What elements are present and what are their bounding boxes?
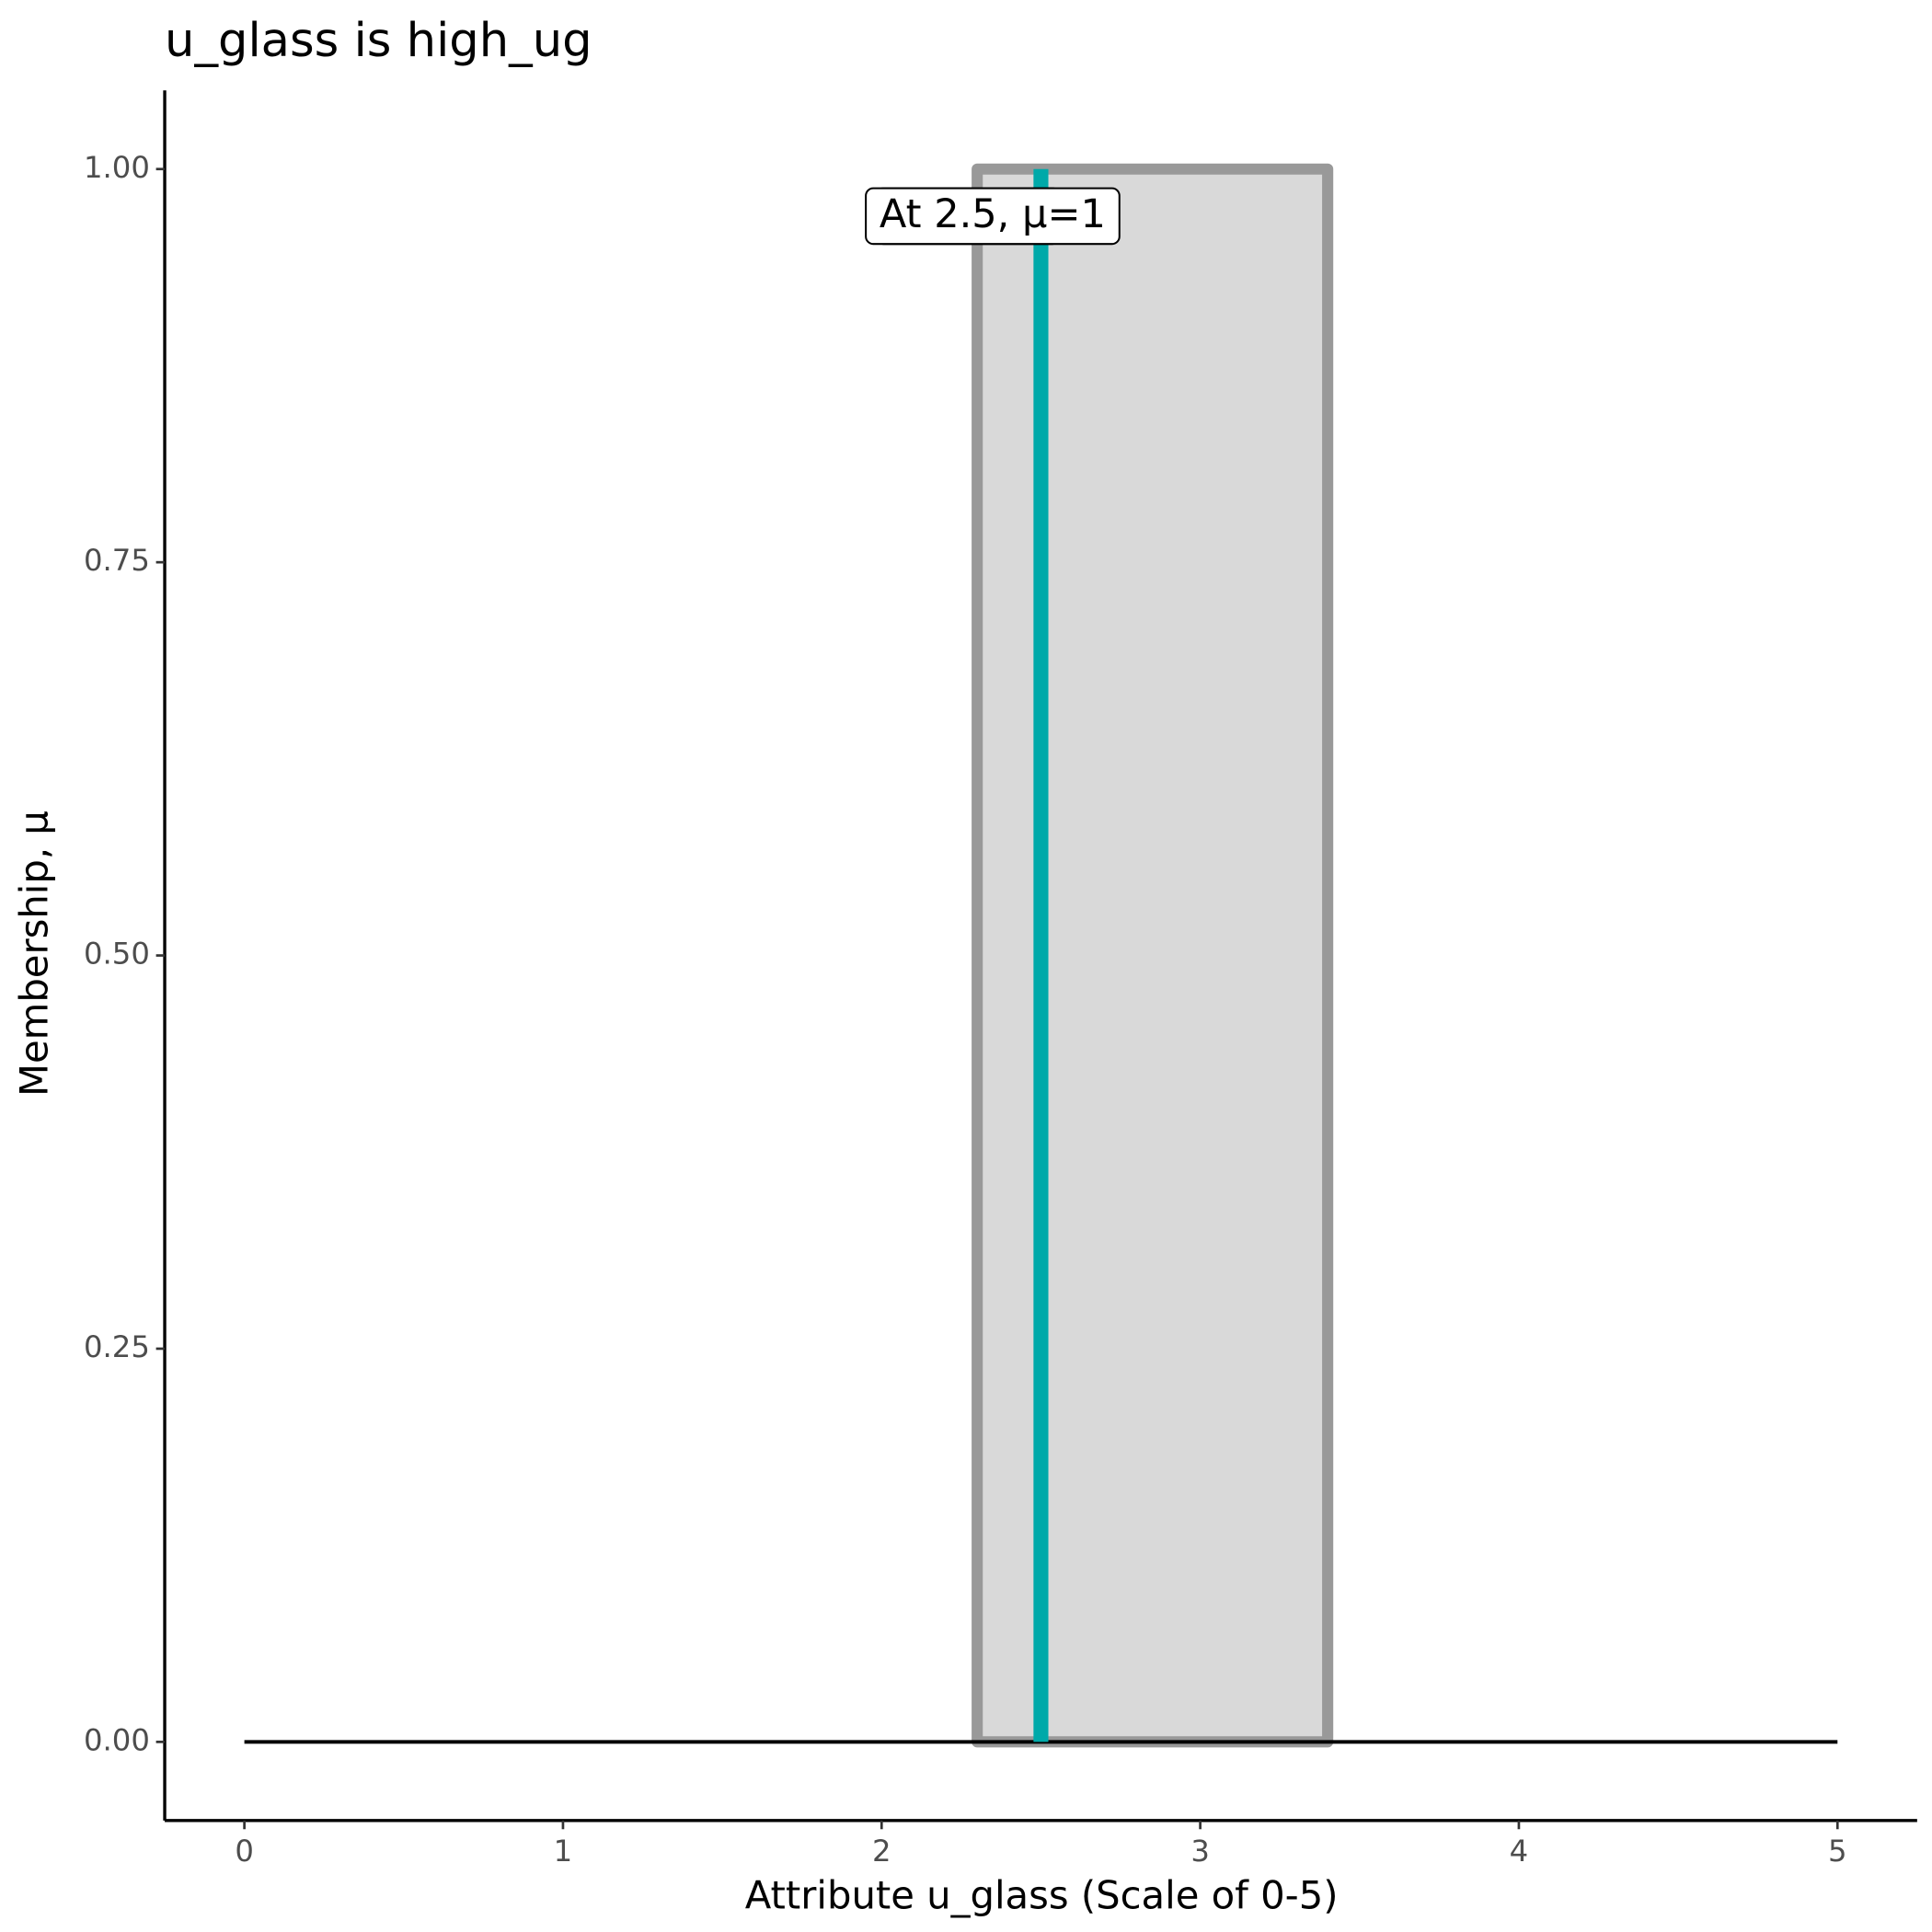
- y-tick-label: 1.00: [84, 150, 150, 185]
- y-tick-label: 0.75: [84, 543, 150, 578]
- x-tick-label: 3: [1190, 1834, 1210, 1869]
- chart-title: u_glass is high_ug: [165, 14, 592, 68]
- marker-label: At 2.5, μ=1: [865, 187, 1121, 246]
- x-tick-label: 4: [1510, 1834, 1529, 1869]
- x-tick-label: 1: [554, 1834, 573, 1869]
- x-tick-label: 0: [235, 1834, 254, 1869]
- x-axis-title: Attribute u_glass (Scale of 0-5): [745, 1873, 1339, 1918]
- y-axis-title: Membership, μ: [11, 811, 56, 1097]
- label-box: [865, 187, 1121, 246]
- y-tick-label: 0.00: [84, 1722, 150, 1757]
- label-text: At 2.5, μ=1: [880, 191, 1106, 237]
- y-tick-label: 0.25: [84, 1329, 150, 1364]
- x-tick-label: 2: [872, 1834, 891, 1869]
- membership-area: [972, 163, 1334, 1748]
- x-tick-label: 5: [1828, 1834, 1847, 1869]
- y-tick-label: 0.50: [84, 937, 150, 972]
